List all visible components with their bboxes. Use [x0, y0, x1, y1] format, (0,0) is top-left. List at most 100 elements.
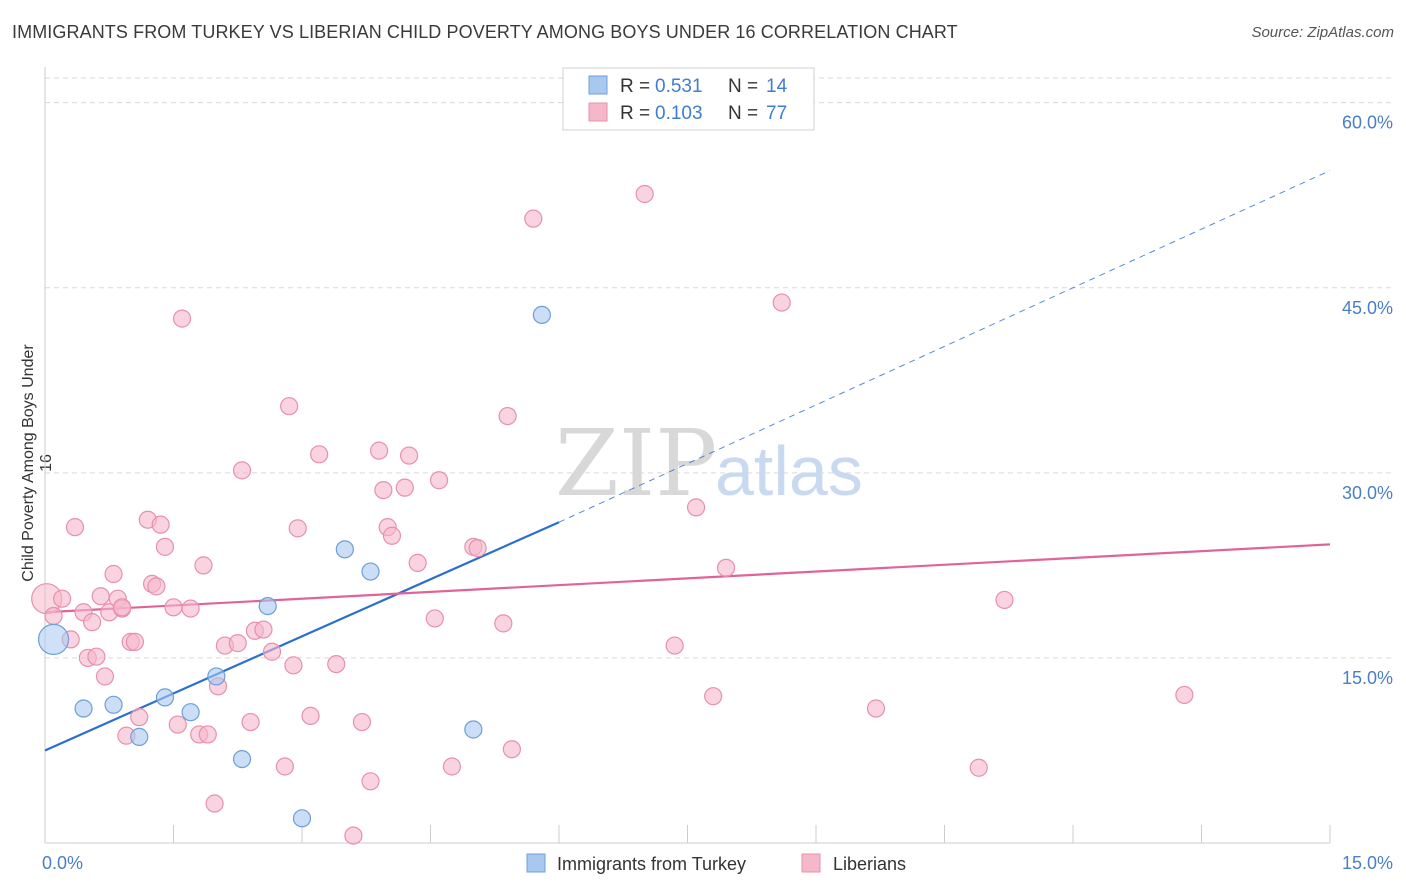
bottom-legend-swatch-liberians: [801, 853, 821, 873]
liberian-point: [382, 526, 402, 545]
turkey-point: [258, 596, 277, 616]
liberian-point: [130, 708, 149, 727]
liberian-point: [241, 712, 260, 732]
series-legend: Immigrants from Turkey Liberians: [526, 853, 906, 874]
liberian-point: [164, 598, 183, 617]
liberian-point: [327, 654, 346, 674]
liberian-point: [262, 642, 282, 661]
liberian-point: [112, 598, 132, 617]
liberian-point: [275, 757, 294, 776]
liberian-point: [151, 515, 170, 534]
legend-n-label-liberians: N =: [728, 103, 758, 124]
turkey-point: [181, 703, 200, 722]
watermark: ZIP atlas: [555, 410, 863, 517]
y-tick-label: 30.0%: [1342, 483, 1393, 503]
bottom-legend-label-liberians: Liberians: [833, 854, 906, 874]
axes: [44, 67, 1331, 844]
liberian-point: [95, 667, 115, 686]
liberian-point: [344, 826, 363, 845]
turkey-point: [232, 749, 252, 769]
data-points: [31, 184, 1194, 845]
liberian-point: [310, 445, 329, 464]
liberian-point: [502, 740, 521, 759]
stats-legend: R = 0.531 N = 14 R = 0.103 N = 77: [562, 67, 815, 131]
liberian-point: [408, 553, 427, 573]
liberian-point: [228, 634, 247, 653]
liberian-point: [370, 441, 389, 460]
liberian-point: [442, 757, 462, 776]
liberian-point: [205, 794, 224, 813]
liberian-point: [172, 309, 192, 328]
legend-r-value-liberians: 0.103: [655, 103, 703, 124]
liberian-point: [772, 293, 791, 312]
liberian-point: [284, 656, 303, 675]
liberian-point: [635, 184, 654, 204]
legend-r-label-liberians: R =: [620, 103, 650, 124]
liberian-point: [716, 558, 736, 577]
liberian-point: [425, 609, 444, 628]
liberian-point: [254, 620, 273, 639]
bottom-legend-swatch-turkey: [526, 853, 546, 873]
liberian-point: [301, 706, 320, 726]
liberian-point: [104, 564, 123, 584]
liberian-point: [399, 446, 419, 465]
liberian-point: [995, 590, 1014, 610]
liberian-point: [198, 725, 217, 744]
liberian-point: [665, 636, 684, 655]
liberian-point: [44, 606, 63, 626]
turkey-point: [207, 667, 226, 686]
legend-n-value-liberians: 77: [766, 103, 787, 124]
liberian-trend-line: [44, 543, 1331, 614]
liberian-point: [168, 715, 187, 734]
liberian-point: [155, 537, 175, 556]
turkey-trend-extension: [558, 170, 1331, 523]
turkey-point: [104, 695, 123, 714]
liberian-point: [704, 687, 723, 706]
liberian-point: [374, 481, 393, 500]
liberian-point: [181, 599, 200, 618]
liberian-point: [866, 699, 886, 718]
legend-r-label-turkey: R =: [620, 76, 650, 97]
liberian-point: [498, 406, 517, 426]
liberian-point: [53, 589, 72, 608]
y-tick-label: 45.0%: [1342, 298, 1393, 318]
source-label: Source: ZipAtlas.com: [1251, 24, 1394, 41]
liberian-point: [494, 614, 513, 633]
liberian-point: [1175, 685, 1194, 705]
liberian-point: [87, 647, 106, 666]
liberian-point: [969, 758, 988, 777]
liberian-point: [232, 461, 252, 480]
turkey-point: [37, 623, 70, 656]
liberian-point: [147, 577, 166, 596]
legend-n-label-turkey: N =: [728, 76, 758, 97]
liberian-point: [524, 209, 543, 228]
trend-lines: [44, 170, 1331, 752]
liberian-point: [194, 556, 213, 575]
turkey-point: [292, 809, 312, 828]
turkey-point: [155, 688, 175, 707]
x-tick-label: 0.0%: [42, 853, 83, 873]
turkey-point: [74, 699, 93, 718]
turkey-point: [130, 727, 149, 746]
liberian-point: [65, 518, 85, 537]
y-tick-label: 15.0%: [1342, 668, 1393, 688]
liberian-point: [686, 498, 706, 517]
liberian-point: [91, 587, 110, 606]
liberian-point: [125, 632, 145, 651]
turkey-point: [464, 720, 483, 739]
liberian-point: [280, 397, 299, 416]
liberian-point: [429, 471, 449, 490]
liberian-point: [352, 712, 372, 732]
chart-title: IMMIGRANTS FROM TURKEY VS LIBERIAN CHILD…: [12, 22, 958, 42]
watermark-atlas: atlas: [715, 432, 863, 510]
turkey-point: [532, 305, 551, 325]
x-tick-label: 15.0%: [1342, 853, 1393, 873]
turkey-point: [361, 562, 380, 581]
liberian-point: [361, 772, 380, 791]
y-tick-label: 60.0%: [1342, 113, 1393, 133]
turkey-point: [335, 540, 354, 559]
liberian-point: [83, 613, 102, 632]
tick-labels: 15.0% 30.0% 45.0% 60.0% 0.0% 15.0%: [42, 113, 1393, 873]
liberian-point: [395, 478, 414, 497]
